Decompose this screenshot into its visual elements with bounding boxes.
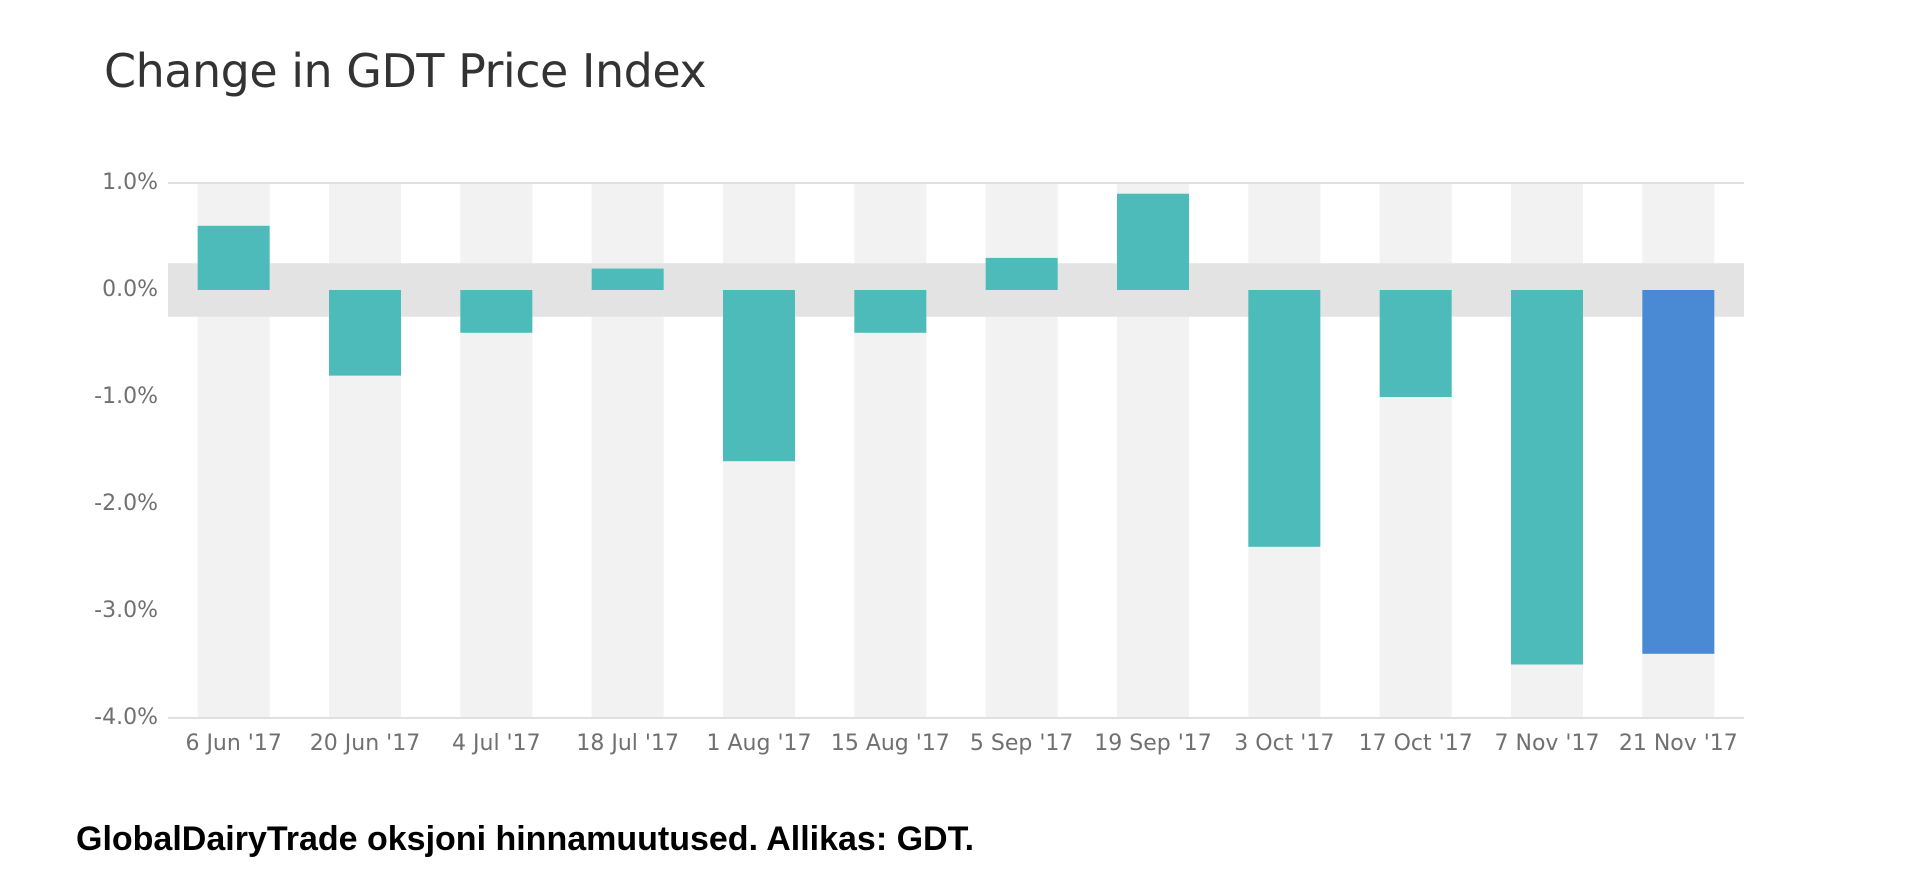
x-tick-label: 3 Oct '17 (1234, 731, 1334, 756)
bar-10 (1511, 290, 1583, 665)
chart-title: Change in GDT Price Index (104, 44, 707, 98)
bar-7 (1117, 193, 1189, 290)
x-tick-label: 20 Jun '17 (310, 731, 420, 756)
y-tick-label: 1.0% (102, 170, 158, 195)
bar-4 (723, 290, 795, 462)
chart-area: 1.0% 0.0% -1.0% -2.0% -3.0% -4.0% 6 Jun '17 20 … (94, 170, 1744, 756)
x-tick-label: 6 Jun '17 (185, 731, 281, 756)
x-tick-label: 19 Sep '17 (1094, 731, 1212, 756)
x-tick-label: 17 Oct '17 (1359, 731, 1473, 756)
y-tick-label: -3.0% (94, 598, 158, 623)
zero-band (168, 263, 1744, 317)
bar-5 (854, 290, 927, 333)
axis-layer (168, 182, 1744, 719)
y-tick-label: -1.0% (94, 384, 158, 409)
bar-9 (1379, 290, 1452, 397)
bar-8 (1248, 290, 1321, 547)
bar-0 (197, 225, 270, 290)
y-tick-label: 0.0% (102, 277, 158, 302)
bars (197, 193, 1715, 665)
x-tick-label: 5 Sep '17 (970, 731, 1074, 756)
x-tick-label: 21 Nov '17 (1619, 731, 1738, 756)
y-tick-label: -4.0% (94, 705, 158, 730)
bar-6 (985, 257, 1058, 290)
bar-3 (591, 268, 664, 290)
zero-band-layer (168, 263, 1744, 317)
figure-caption: GlobalDairyTrade oksjoni hinnamuutused. … (76, 820, 975, 858)
x-tick-label: 1 Aug '17 (707, 731, 812, 756)
bar-11 (1642, 290, 1715, 654)
x-tick-label: 7 Nov '17 (1495, 731, 1600, 756)
bar-2 (460, 290, 533, 333)
bar-1 (329, 290, 401, 376)
y-tick-label: -2.0% (94, 491, 158, 516)
x-tick-label: 18 Jul '17 (576, 731, 679, 756)
x-tick-label: 15 Aug '17 (831, 731, 950, 756)
tick-labels: 1.0% 0.0% -1.0% -2.0% -3.0% -4.0% 6 Jun '17 20 … (94, 170, 1738, 756)
x-tick-label: 4 Jul '17 (452, 731, 541, 756)
